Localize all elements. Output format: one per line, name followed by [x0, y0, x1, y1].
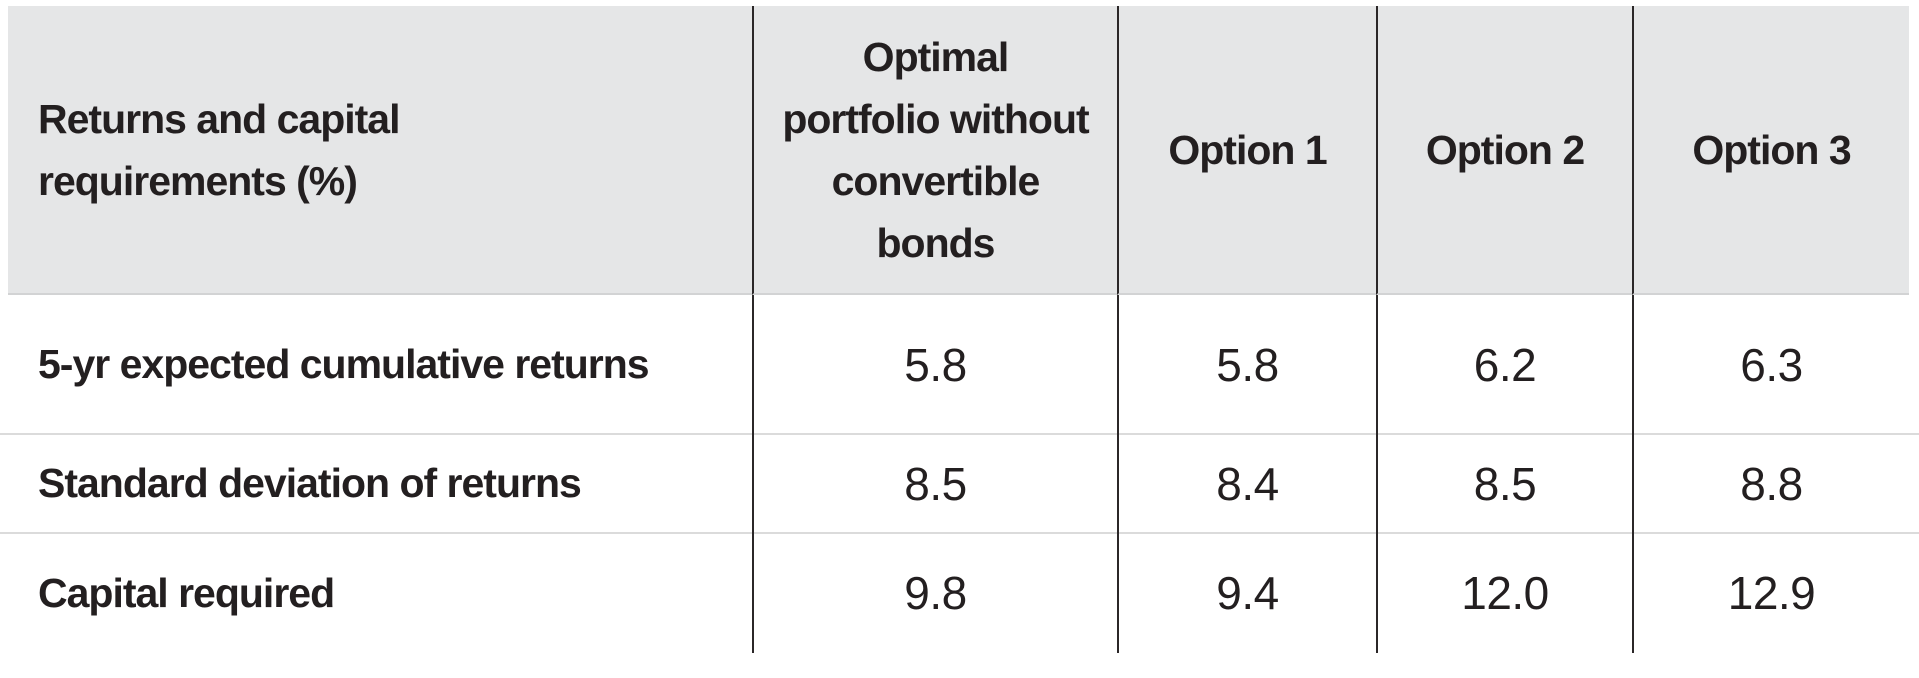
row-label-capital-required: Capital required [38, 569, 335, 616]
value-cell: 8.4 [1117, 434, 1376, 533]
row-label-standard-deviation: Standard deviation of returns [38, 460, 582, 506]
value-cell: 9.8 [752, 533, 1117, 653]
header-cell-option-2: Option 2 [1376, 6, 1632, 295]
row-label-expected-returns: 5-yr expected cumulative returns [38, 341, 650, 387]
returns-capital-table: Returns and capital requirements (%) Opt… [8, 6, 1909, 653]
value-cell: 6.3 [1632, 295, 1909, 434]
row-separator [0, 433, 1919, 435]
header-cell-row-label: Returns and capital requirements (%) [8, 6, 752, 295]
row-separator [0, 532, 1919, 534]
header-cell-optimal-portfolio: Optimal portfolio without convertible bo… [752, 6, 1117, 295]
value-cell: 12.9 [1632, 533, 1909, 653]
value-cell: 6.2 [1376, 295, 1632, 434]
value-cell: 12.0 [1376, 533, 1632, 653]
header-cell-option-1: Option 1 [1117, 6, 1376, 295]
value-cell: 8.5 [1376, 434, 1632, 533]
header-cell-option-3: Option 3 [1632, 6, 1909, 295]
value-cell: 5.8 [752, 295, 1117, 434]
value-cell: 9.4 [1117, 533, 1376, 653]
value-cell: 5.8 [1117, 295, 1376, 434]
value-cell: 8.5 [752, 434, 1117, 533]
value-cell: 8.8 [1632, 434, 1909, 533]
